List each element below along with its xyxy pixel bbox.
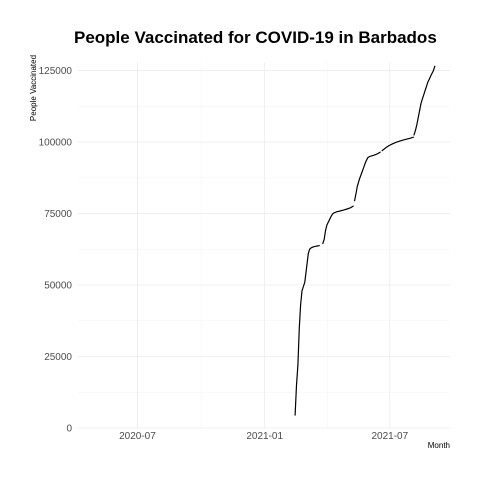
x-axis-label: Month [428,441,450,450]
y-axis-label: People Vaccinated [29,55,38,121]
series-line-segment [413,65,436,136]
series-line-segment [381,136,414,152]
series-line-segment [354,151,381,202]
y-tick-label: 100000 [39,138,73,149]
x-axis-ticks: 2020-07 2021-01 2021-07 [119,431,409,442]
series-line-segment [322,205,354,245]
x-tick-label: 2020-07 [119,431,156,442]
grid [78,62,450,429]
y-axis-ticks: 0 25000 50000 75000 100000 125000 [39,66,73,434]
x-tick-label: 2021-07 [371,431,408,442]
series-lines [294,65,436,416]
y-tick-label: 75000 [44,209,72,220]
y-tick-label: 125000 [39,66,73,77]
y-tick-label: 0 [66,424,72,435]
y-tick-label: 25000 [44,352,72,363]
y-tick-label: 50000 [44,281,72,292]
x-tick-label: 2021-01 [246,431,283,442]
chart-title: People Vaccinated for COVID-19 in Barbad… [74,28,437,47]
series-line-segment [294,245,320,416]
